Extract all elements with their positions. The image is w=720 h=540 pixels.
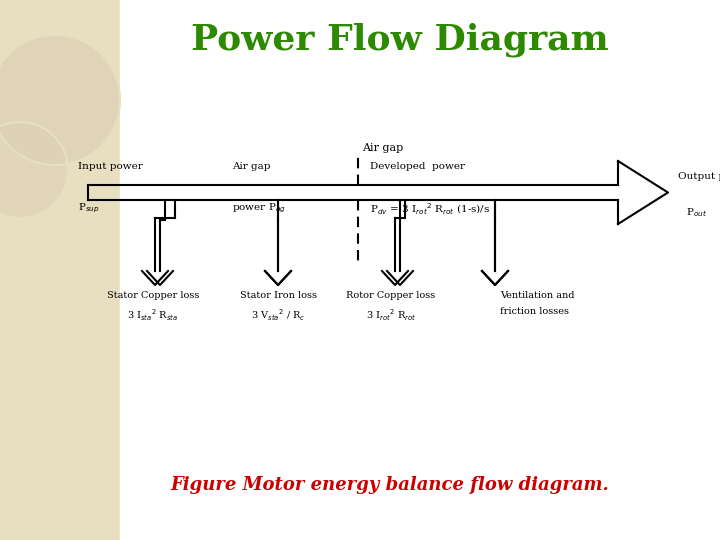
- Text: Power Flow Diagram: Power Flow Diagram: [191, 23, 609, 57]
- Text: power P$_{ag}$: power P$_{ag}$: [232, 202, 286, 215]
- Text: Developed  power: Developed power: [370, 162, 465, 171]
- Bar: [0, 0, 120, 540]
- Circle shape: [0, 35, 120, 165]
- Text: P$_{out}$: P$_{out}$: [686, 206, 707, 219]
- Text: Figure Motor energy balance flow diagram.: Figure Motor energy balance flow diagram…: [171, 476, 609, 494]
- Text: P$_{sup}$: P$_{sup}$: [78, 202, 100, 215]
- Text: Stator Iron loss: Stator Iron loss: [240, 291, 317, 300]
- Circle shape: [0, 122, 68, 218]
- Text: friction losses: friction losses: [500, 307, 569, 316]
- Text: P$_{dv}$ = 3 I$_{rot}$$^{2}$ R$_{rot}$ (1-s)/s: P$_{dv}$ = 3 I$_{rot}$$^{2}$ R$_{rot}$ (…: [370, 202, 490, 218]
- Text: 3 V$_{sta}$$^{2}$ / R$_{c}$: 3 V$_{sta}$$^{2}$ / R$_{c}$: [251, 307, 305, 322]
- Text: Air gap: Air gap: [362, 143, 403, 153]
- Text: Stator Copper loss: Stator Copper loss: [107, 291, 199, 300]
- Bar: [120, 0, 720, 540]
- Text: Input power: Input power: [78, 162, 143, 171]
- Text: Ventilation and: Ventilation and: [500, 291, 575, 300]
- Text: 3 I$_{sta}$$^{2}$ R$_{sta}$: 3 I$_{sta}$$^{2}$ R$_{sta}$: [127, 307, 179, 322]
- Text: Air gap: Air gap: [232, 162, 271, 171]
- Text: Output power: Output power: [678, 172, 720, 181]
- Text: Rotor Copper loss: Rotor Copper loss: [346, 291, 436, 300]
- Text: 3 I$_{rot}$$^{2}$ R$_{rot}$: 3 I$_{rot}$$^{2}$ R$_{rot}$: [366, 307, 416, 322]
